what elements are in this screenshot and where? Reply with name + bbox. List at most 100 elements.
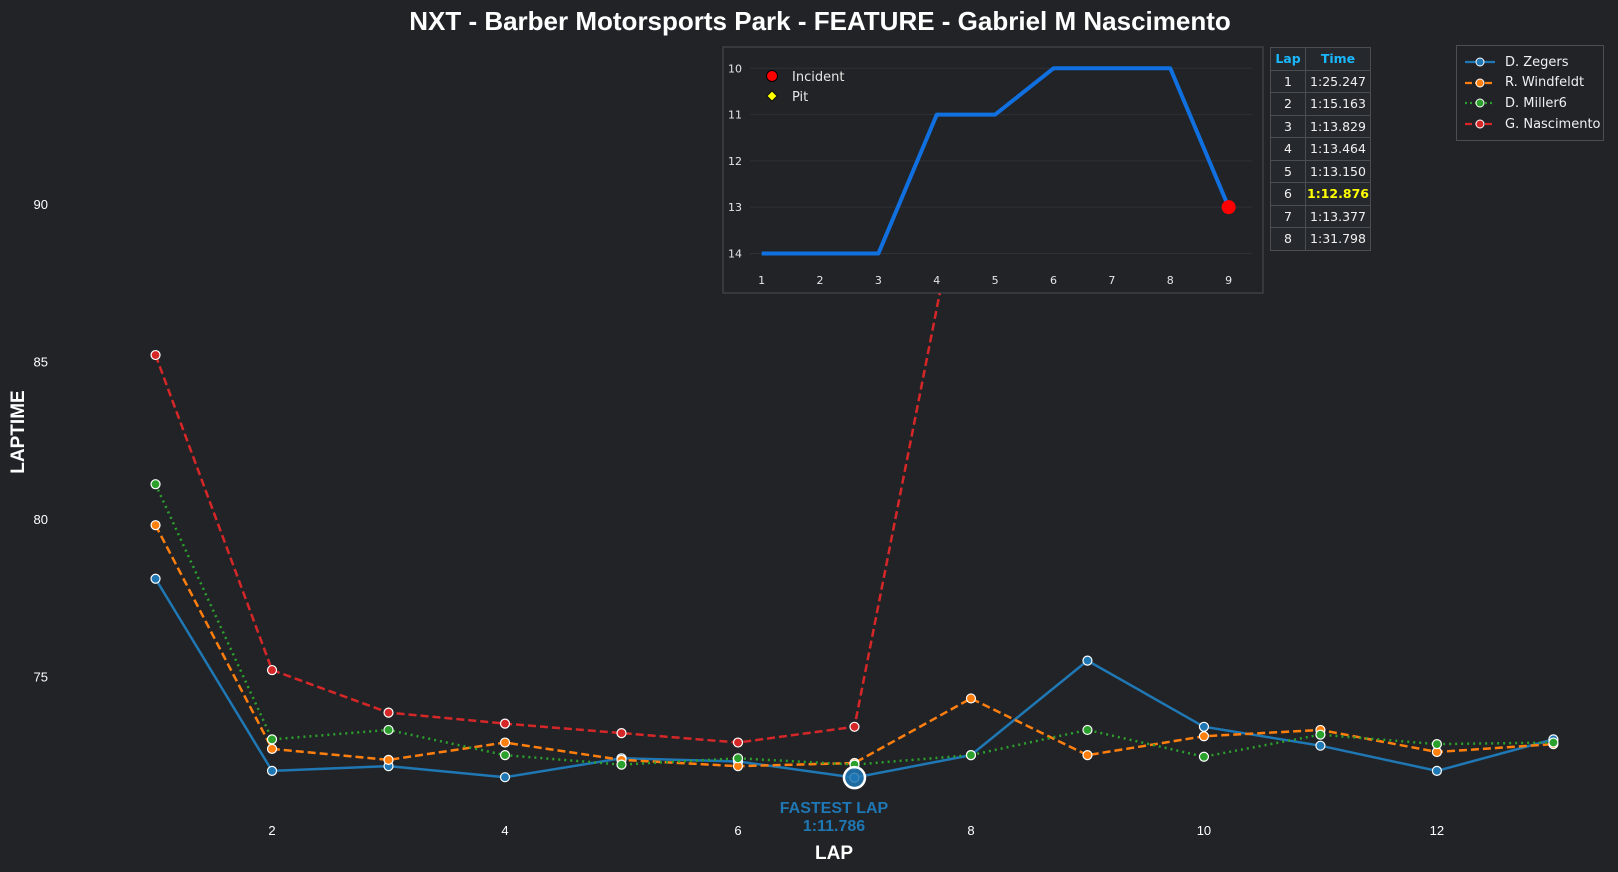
lap-cell: 4 bbox=[1270, 137, 1306, 161]
data-point bbox=[499, 737, 511, 748]
table-row: 5 1:13.150 bbox=[1270, 159, 1371, 183]
data-point bbox=[383, 754, 394, 765]
inset-x-tick-label: 7 bbox=[1108, 274, 1115, 287]
data-point bbox=[1082, 750, 1093, 761]
table-row: 8 1:31.798 bbox=[1270, 227, 1371, 251]
data-point bbox=[383, 707, 394, 718]
chart-title: NXT - Barber Motorsports Park - FEATURE … bbox=[409, 6, 1231, 36]
table-row: 2 1:15.163 bbox=[1270, 92, 1371, 116]
inset-position-line bbox=[761, 66, 1231, 256]
lap-table-header: Lap Time bbox=[1270, 47, 1371, 71]
data-point bbox=[1315, 729, 1326, 740]
inset-y-tick-label: 13 bbox=[728, 201, 742, 214]
time-cell: 1:15.163 bbox=[1305, 92, 1371, 116]
pit-legend-icon bbox=[766, 90, 778, 102]
legend-swatch bbox=[1465, 78, 1495, 88]
data-point bbox=[383, 724, 394, 736]
inset-x-tick-label: 4 bbox=[933, 274, 940, 287]
legend-label: G. Nascimento bbox=[1505, 116, 1601, 132]
inset-x-tick-label: 5 bbox=[992, 274, 999, 287]
data-point bbox=[1548, 737, 1559, 748]
data-point bbox=[1315, 740, 1326, 751]
inset-x-tick-label: 2 bbox=[817, 274, 824, 287]
legend-swatch bbox=[1465, 98, 1495, 108]
x-tick-label: 2 bbox=[268, 823, 275, 838]
legend-label: D. Zegers bbox=[1505, 54, 1569, 70]
time-cell: 1:13.829 bbox=[1305, 114, 1371, 138]
data-point bbox=[965, 693, 977, 704]
data-point bbox=[732, 737, 744, 748]
inset-y-tick-label: 14 bbox=[728, 247, 742, 260]
data-point bbox=[1431, 765, 1443, 776]
lap-cell: 3 bbox=[1270, 114, 1306, 138]
lap-cell: 1 bbox=[1270, 69, 1306, 93]
time-cell: 1:13.464 bbox=[1305, 137, 1371, 161]
data-point bbox=[1082, 724, 1093, 736]
inset-x-tick-label: 3 bbox=[875, 274, 882, 287]
data-point bbox=[616, 727, 627, 739]
legend-swatch bbox=[1465, 119, 1495, 129]
inset-x-tick-label: 6 bbox=[1050, 274, 1057, 287]
lap-cell: 5 bbox=[1270, 159, 1306, 183]
y-tick-label: 80 bbox=[34, 512, 48, 527]
inset-x-tick-label: 9 bbox=[1225, 274, 1232, 287]
data-point bbox=[150, 349, 161, 361]
table-row: 6 1:12.876 bbox=[1270, 182, 1371, 206]
data-point bbox=[1198, 731, 1210, 742]
legend-item-windfeldt: R. Windfeldt bbox=[1457, 73, 1603, 94]
y-tick-label: 75 bbox=[34, 669, 48, 684]
table-row: 4 1:13.464 bbox=[1270, 137, 1371, 161]
data-point bbox=[499, 718, 511, 729]
table-row: 1 1:25.247 bbox=[1270, 69, 1371, 93]
fastest-lap-label: FASTEST LAP bbox=[780, 800, 889, 817]
legend-item-zegers: D. Zegers bbox=[1457, 52, 1603, 73]
lap-column-header: Lap bbox=[1270, 47, 1306, 71]
inset-y-tick-label: 11 bbox=[728, 109, 742, 122]
lap-cell: 6 bbox=[1270, 182, 1306, 206]
data-point bbox=[266, 765, 278, 776]
legend-item-nascimento: G. Nascimento bbox=[1457, 114, 1603, 135]
y-tick-label: 90 bbox=[34, 197, 48, 212]
best-time-cell: 1:12.876 bbox=[1305, 182, 1371, 206]
x-axis-label: LAP bbox=[815, 843, 853, 864]
x-tick-label: 4 bbox=[501, 823, 508, 838]
data-point bbox=[1082, 655, 1093, 666]
data-point bbox=[266, 743, 278, 754]
legend-label: D. Miller6 bbox=[1505, 95, 1567, 111]
chart-legend: D. Zegers R. Windfeldt D. Miller6 G. Nas… bbox=[1456, 45, 1604, 141]
x-tick-label: 10 bbox=[1197, 823, 1211, 838]
data-point bbox=[150, 573, 161, 584]
data-point bbox=[150, 479, 161, 490]
y-tick-label: 85 bbox=[34, 354, 48, 369]
x-tick-label: 8 bbox=[967, 823, 974, 838]
x-tick-label: 12 bbox=[1430, 823, 1444, 838]
incident-legend-label: Incident bbox=[792, 70, 844, 85]
data-point bbox=[150, 520, 161, 531]
data-point bbox=[849, 721, 860, 732]
legend-swatch bbox=[1465, 57, 1495, 67]
table-row: 7 1:13.377 bbox=[1270, 204, 1371, 228]
data-point bbox=[616, 759, 627, 770]
data-point bbox=[1198, 721, 1210, 732]
legend-item-miller: D. Miller6 bbox=[1457, 93, 1603, 114]
pit-legend-label: Pit bbox=[792, 90, 808, 105]
time-cell: 1:13.377 bbox=[1305, 204, 1371, 228]
lap-time-table: Lap Time 1 1:25.247 2 1:15.163 3 1:13.829 4… bbox=[1270, 47, 1371, 251]
x-tick-label: 6 bbox=[734, 823, 741, 838]
data-point bbox=[732, 753, 744, 764]
lap-cell: 8 bbox=[1270, 227, 1306, 251]
fastest-lap-marker bbox=[842, 765, 867, 790]
inset-x-tick-label: 8 bbox=[1167, 274, 1174, 287]
incident-legend-icon bbox=[766, 70, 778, 82]
incident-marker bbox=[1221, 200, 1236, 215]
data-point bbox=[499, 750, 511, 761]
inset-x-tick-label: 1 bbox=[758, 274, 765, 287]
inset-y-tick-label: 12 bbox=[728, 155, 742, 168]
time-column-header: Time bbox=[1305, 47, 1371, 71]
data-point bbox=[266, 734, 278, 745]
data-point bbox=[499, 772, 511, 783]
